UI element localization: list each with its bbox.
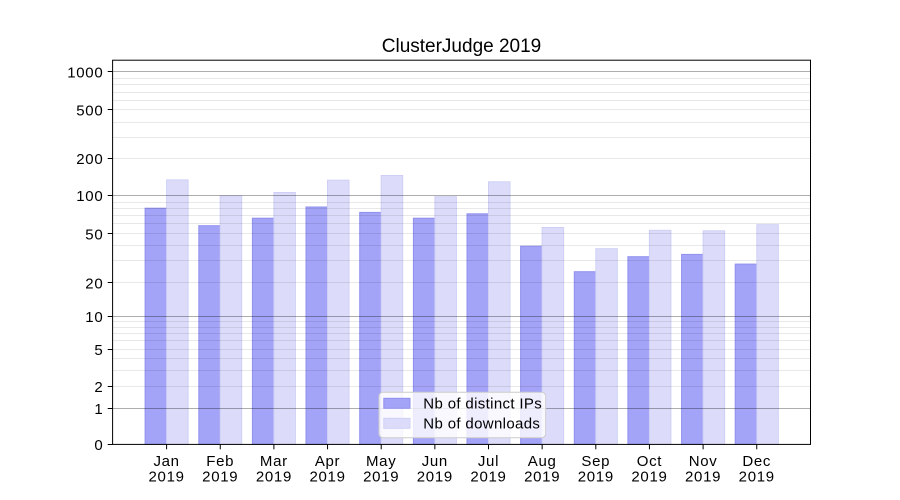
svg-text:1000: 1000 (67, 65, 103, 82)
svg-text:2019: 2019 (149, 469, 185, 486)
svg-text:2019: 2019 (739, 469, 775, 486)
svg-text:2019: 2019 (470, 469, 506, 486)
svg-text:200: 200 (76, 151, 103, 168)
svg-text:Nb of distinct IPs: Nb of distinct IPs (423, 396, 542, 413)
svg-text:2019: 2019 (256, 469, 292, 486)
svg-text:2019: 2019 (578, 469, 614, 486)
svg-text:Apr: Apr (315, 453, 340, 470)
svg-text:Aug: Aug (528, 453, 557, 470)
svg-text:2019: 2019 (685, 469, 721, 486)
svg-text:ClusterJudge 2019: ClusterJudge 2019 (382, 36, 542, 57)
svg-text:Sep: Sep (581, 453, 610, 470)
svg-text:2019: 2019 (363, 469, 399, 486)
svg-text:500: 500 (76, 102, 103, 119)
svg-text:Jun: Jun (422, 453, 448, 470)
svg-text:Dec: Dec (742, 453, 771, 470)
svg-text:20: 20 (85, 276, 103, 293)
svg-text:2019: 2019 (417, 469, 453, 486)
svg-text:Nov: Nov (689, 453, 718, 470)
svg-text:2019: 2019 (202, 469, 238, 486)
svg-text:10: 10 (85, 309, 103, 326)
svg-text:Jul: Jul (478, 453, 499, 470)
svg-text:May: May (366, 453, 396, 470)
svg-text:Feb: Feb (206, 453, 234, 470)
svg-text:1: 1 (94, 401, 103, 418)
svg-text:Mar: Mar (260, 453, 288, 470)
svg-text:2019: 2019 (524, 469, 560, 486)
svg-text:2019: 2019 (631, 469, 667, 486)
svg-text:5: 5 (94, 342, 103, 359)
svg-text:50: 50 (85, 226, 103, 243)
svg-text:Jan: Jan (153, 453, 179, 470)
svg-text:2019: 2019 (309, 469, 345, 486)
svg-text:0: 0 (94, 437, 103, 454)
svg-text:Nb of downloads: Nb of downloads (423, 416, 540, 433)
svg-text:100: 100 (76, 188, 103, 205)
svg-text:2: 2 (94, 379, 103, 396)
svg-text:Oct: Oct (637, 453, 663, 470)
